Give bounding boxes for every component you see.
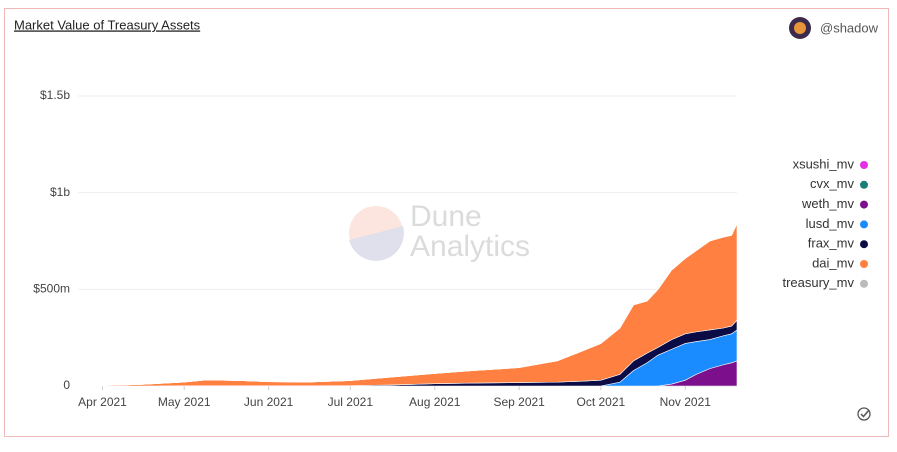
legend-swatch <box>860 260 868 268</box>
watermark: Dune Analytics <box>349 200 530 263</box>
x-tick-label: Sep 2021 <box>493 395 545 409</box>
watermark-text: Analytics <box>410 230 530 263</box>
legend-label: dai_mv <box>812 255 854 270</box>
watermark-logo-part <box>349 226 404 261</box>
y-tick-label: $500m <box>33 282 70 296</box>
legend-label: cvx_mv <box>810 176 855 191</box>
y-tick-label: $1b <box>50 185 70 199</box>
chart-title[interactable]: Market Value of Treasury Assets <box>14 17 201 32</box>
x-tick-label: Jun 2021 <box>244 395 294 409</box>
x-tick-label: Nov 2021 <box>660 395 712 409</box>
legend-swatch <box>860 161 868 169</box>
legend-swatch <box>860 200 868 209</box>
legend-label: treasury_mv <box>782 275 854 290</box>
x-tick-label: Aug 2021 <box>409 395 461 409</box>
check-icon[interactable] <box>857 407 871 421</box>
legend-swatch <box>860 279 868 288</box>
legend-label: weth_mv <box>801 196 855 211</box>
x-tick-label: Apr 2021 <box>78 395 127 409</box>
legend-label: frax_mv <box>808 236 855 251</box>
watermark-logo <box>349 206 403 260</box>
legend-swatch <box>860 240 868 249</box>
area <box>77 223 738 386</box>
frame <box>4 8 889 437</box>
y-tick-label: 0 <box>63 378 70 392</box>
watermark-text: Dune <box>410 200 482 233</box>
user-name[interactable]: @shadow <box>820 20 879 35</box>
x-tick-label: Oct 2021 <box>576 395 625 409</box>
avatar-face <box>794 22 806 34</box>
y-tick-label: $1.5b <box>40 88 70 102</box>
legend-swatch <box>860 180 868 189</box>
legend-swatch <box>860 220 868 229</box>
x-tick-label: May 2021 <box>158 395 211 409</box>
x-tick-label: Jul 2021 <box>328 395 374 409</box>
legend-label: xsushi_mv <box>793 156 855 171</box>
legend-label: lusd_mv <box>806 216 855 231</box>
